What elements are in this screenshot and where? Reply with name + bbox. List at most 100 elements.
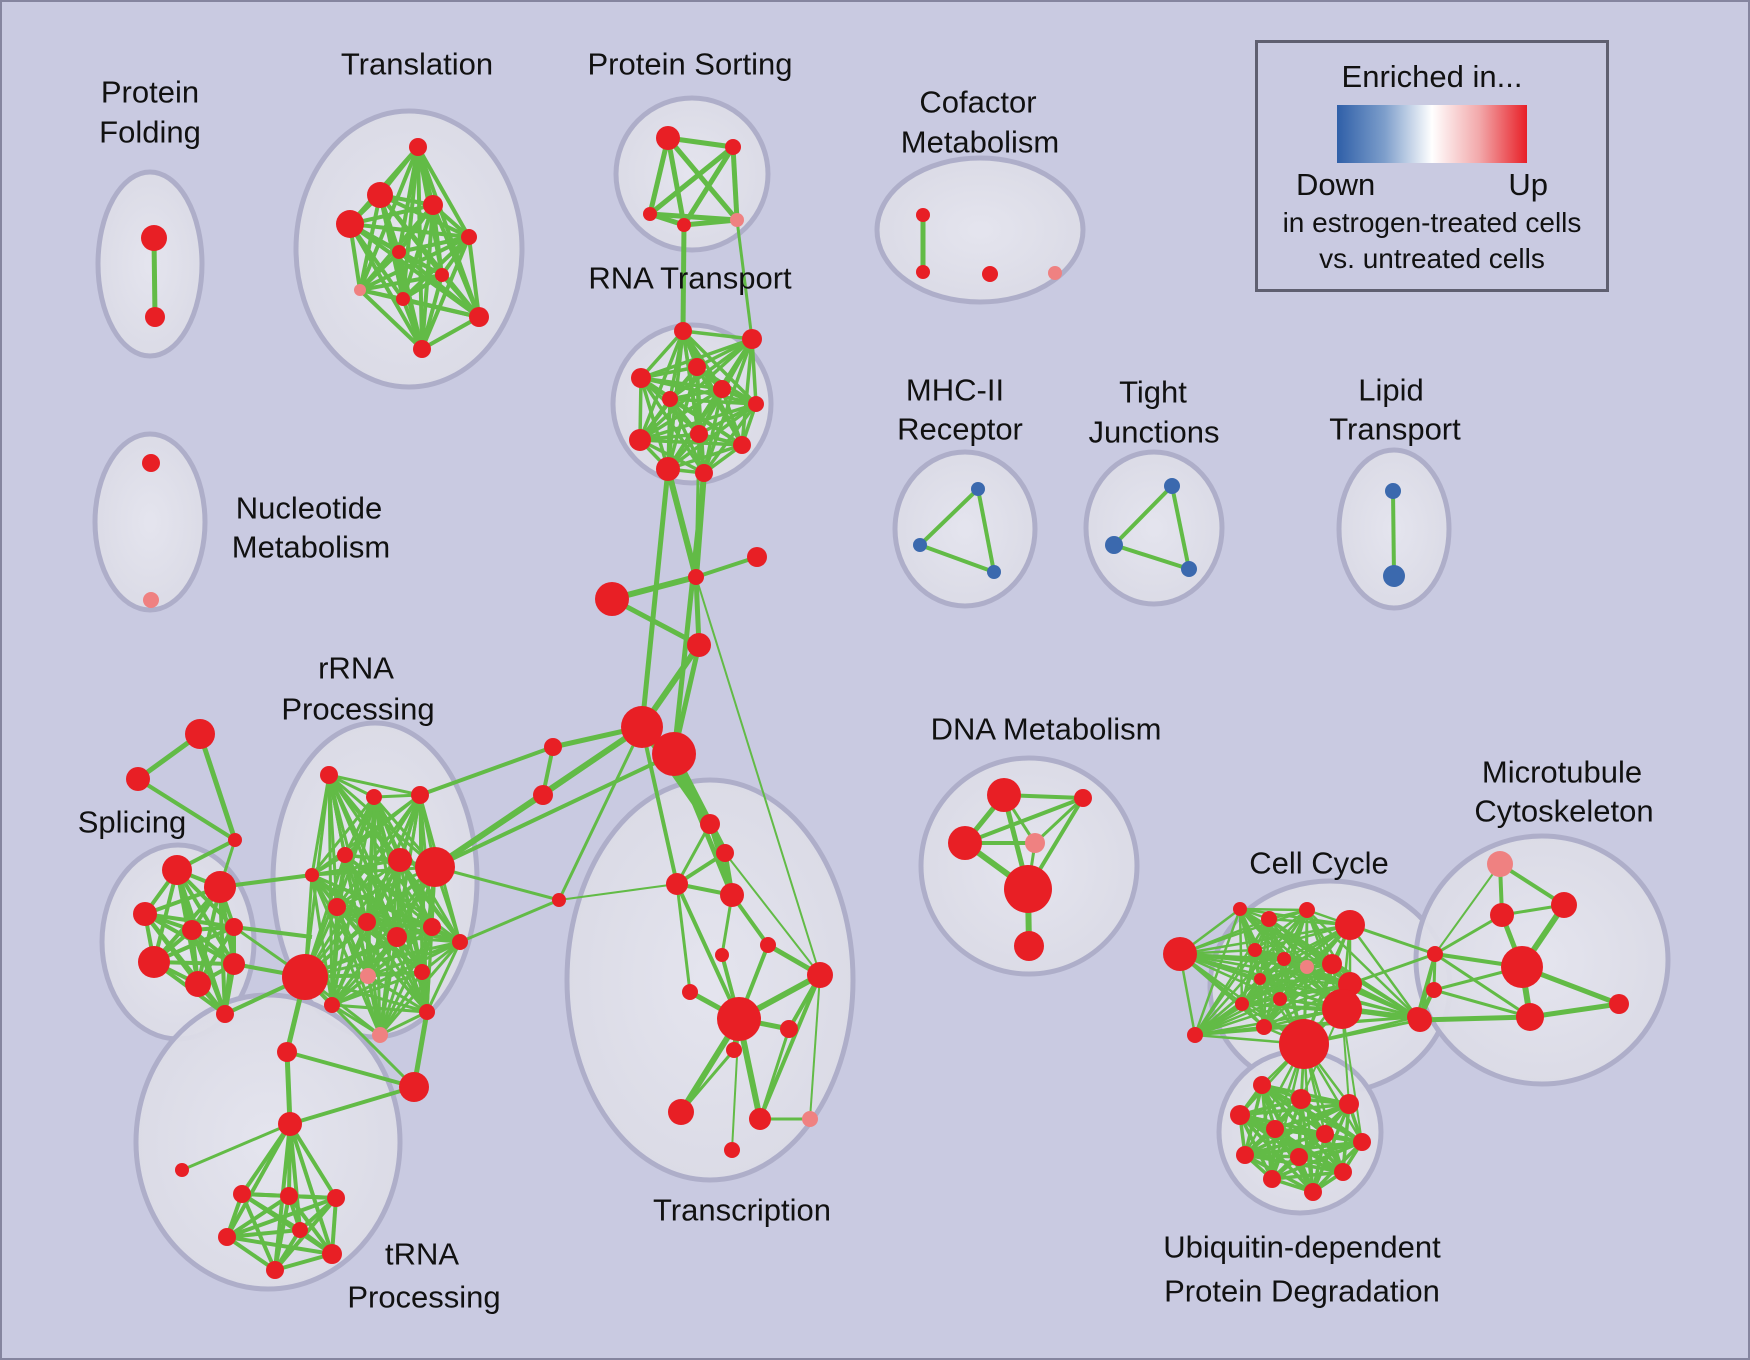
mhc-ii-receptor-edge (918, 487, 980, 547)
trna-processing-edge (225, 1123, 292, 1238)
transcription-node (802, 1111, 818, 1127)
rrna-processing-node (411, 786, 429, 804)
translation-edge (467, 236, 481, 318)
rrna-processing-edge (311, 793, 421, 877)
legend-caption-line2: vs. untreated cells (1319, 243, 1545, 274)
lipid-transport-node (1383, 565, 1405, 587)
translation-edge (401, 273, 444, 301)
trna-processing-edge (225, 1194, 291, 1239)
protein-sorting-node (730, 213, 744, 227)
cross-edge (419, 745, 554, 797)
transcription-edge (758, 974, 822, 1120)
ubiquitin-degradation-edge (1271, 1170, 1344, 1181)
cluster-label: Splicing (78, 805, 187, 840)
connector-nodes-node (277, 1042, 297, 1062)
cross-edge (330, 1003, 416, 1089)
rna-transport-node (656, 457, 680, 481)
cross-edge (284, 1051, 293, 1125)
protein-folding-node (145, 307, 165, 327)
transcription-node (720, 883, 744, 907)
cell-cycle-edge (1349, 982, 1418, 1019)
rrna-processing-edge (421, 940, 461, 974)
rrna-processing-edge (336, 858, 401, 909)
transcription-node (717, 997, 761, 1041)
cluster-label: Protein (101, 75, 199, 110)
ubiquitin-degradation-edge (1244, 1132, 1326, 1157)
microtubule-cytoskeleton-node (1501, 946, 1543, 988)
cluster-label: Ubiquitin-dependent (1163, 1230, 1441, 1265)
dna-metabolism-node (1025, 833, 1045, 853)
rrna-processing-node (419, 1004, 435, 1020)
ubiquitin-degradation-node (1253, 1076, 1271, 1094)
nucleotide-metabolism-node (143, 592, 159, 608)
tight-junctions-edge (1170, 485, 1191, 570)
cell-cycle-edge (1194, 982, 1351, 1037)
dna-metabolism-node (1074, 789, 1092, 807)
connector-nodes-node (595, 582, 629, 616)
cluster-label: Transport (1329, 412, 1461, 447)
translation-edge (421, 315, 480, 351)
connector-nodes-node (687, 633, 711, 657)
rrna-processing-edge (378, 941, 462, 1036)
legend-up-label: Up (1508, 167, 1548, 202)
cross-edge (1349, 952, 1436, 986)
transcription-node (807, 962, 833, 988)
rrna-processing-edge (331, 970, 423, 1007)
cell-cycle-edge (1194, 978, 1261, 1036)
protein-sorting-edge (665, 137, 687, 226)
cross-edge (735, 219, 754, 340)
dna-metabolism-node (987, 778, 1021, 812)
transcription-node (682, 984, 698, 1000)
translation-edge (359, 273, 443, 292)
cluster-label: Cofactor (919, 85, 1036, 120)
cluster-label: Cytoskeleton (1474, 794, 1653, 829)
connector-nodes-node (228, 833, 242, 847)
trna-processing-edge (288, 1123, 302, 1231)
ubiquitin-degradation-node (1290, 1148, 1308, 1166)
rrna-processing-edge (378, 971, 424, 1036)
mhc-ii-receptor-node (971, 482, 985, 496)
cell-cycle-edge (1193, 908, 1242, 1036)
connector-nodes-node (652, 732, 696, 776)
protein-sorting-edge (648, 145, 735, 216)
microtubule-cytoskeleton-edge (1419, 1014, 1531, 1023)
rna-transport-node (742, 329, 762, 349)
cluster-label: DNA Metabolism (931, 712, 1162, 747)
mhc-ii-receptor-edge (919, 543, 995, 574)
cofactor-metabolism-ellipse (874, 155, 1086, 305)
cross-edge (558, 883, 678, 901)
protein-sorting-edge (681, 145, 736, 227)
cell-cycle-node (1163, 937, 1197, 971)
microtubule-cytoskeleton-node (1408, 1008, 1432, 1032)
cluster-label: Microtubule (1482, 755, 1642, 790)
translation-edge (420, 274, 444, 350)
cluster-label: Processing (281, 692, 434, 727)
cell-cycle-edge (1254, 909, 1308, 951)
transcription-node (726, 1042, 742, 1058)
cross-edge (557, 726, 644, 901)
rna-transport-node (631, 368, 651, 388)
cluster-label: Metabolism (232, 530, 391, 565)
connector-nodes-node (533, 785, 553, 805)
microtubule-cytoskeleton-edge (1434, 952, 1531, 1019)
rna-transport-node (629, 429, 651, 451)
mhc-ii-receptor-edge (976, 488, 996, 573)
transcription-edge (809, 974, 821, 1120)
cross-edge (286, 1050, 415, 1089)
cell-cycle-node (1335, 910, 1365, 940)
cross-edge (640, 726, 679, 885)
connector-nodes-node (747, 547, 767, 567)
rrna-processing-edge (365, 921, 429, 1013)
rrna-processing-node (305, 868, 319, 882)
splicing-node (133, 902, 157, 926)
cell-cycle-node (1273, 992, 1287, 1006)
trna-processing-node (218, 1228, 236, 1246)
rrna-processing-edge (367, 940, 461, 978)
rna-transport-node (688, 358, 706, 376)
rrna-processing-node (366, 789, 382, 805)
rna-transport-edge (638, 330, 685, 441)
trna-processing-node (327, 1189, 345, 1207)
cofactor-metabolism-node (1048, 266, 1062, 280)
rna-transport-edge (639, 402, 757, 442)
splicing-node (162, 855, 192, 885)
